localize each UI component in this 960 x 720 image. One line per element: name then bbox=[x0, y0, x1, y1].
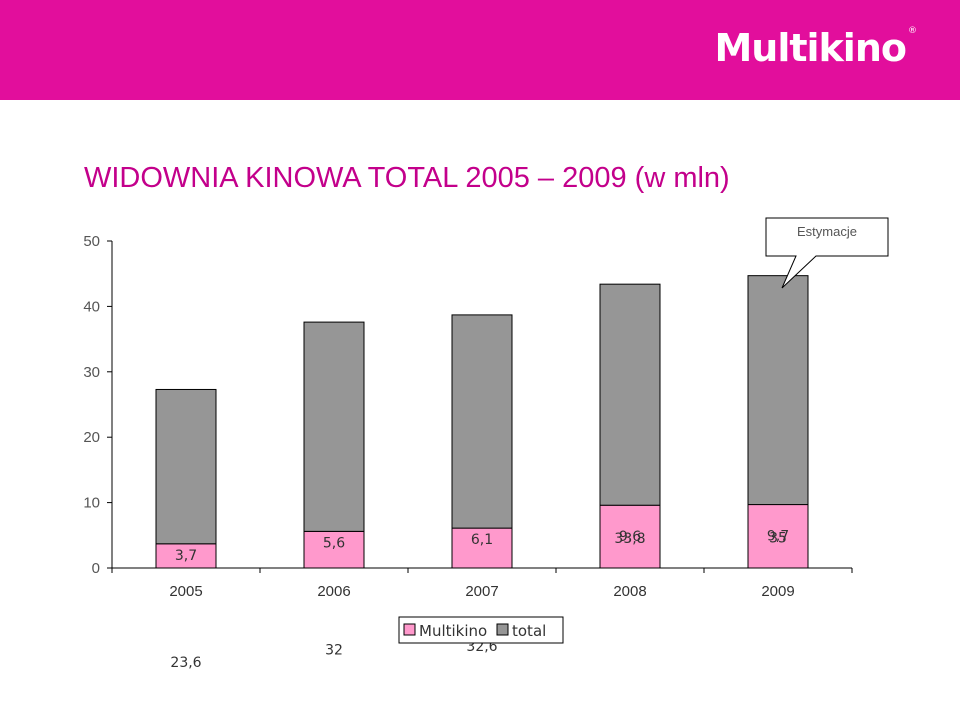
chart-axes: 0 10 20 30 40 50 2005 2006 2007 2008 2009 bbox=[83, 233, 853, 600]
x-tick-label-2008: 2008 bbox=[613, 583, 646, 600]
y-tick-label: 40 bbox=[83, 298, 100, 315]
y-tick-label: 20 bbox=[83, 429, 100, 446]
data-label-total-2006: 32 bbox=[325, 642, 343, 658]
legend-swatch-multikino bbox=[403, 623, 416, 636]
callout-shape bbox=[765, 217, 889, 289]
chart-bars bbox=[155, 275, 809, 569]
y-tick-label: 0 bbox=[92, 560, 100, 577]
data-label-total-2008: 33,8 bbox=[614, 531, 645, 547]
y-tick-label: 10 bbox=[83, 495, 100, 512]
data-label-total-2009: 35 bbox=[769, 531, 787, 547]
legend-swatch-total bbox=[496, 623, 509, 636]
data-label-multikino-2008: 9,6 bbox=[619, 529, 641, 545]
x-tick-label-2005: 2005 bbox=[169, 583, 202, 600]
bar-multikino-2006 bbox=[303, 530, 365, 569]
bar-multikino-2007 bbox=[451, 527, 513, 569]
x-tick-label-2009: 2009 bbox=[761, 583, 794, 600]
legend-box bbox=[398, 616, 564, 644]
data-label-multikino-2009: 9,7 bbox=[767, 529, 789, 545]
bar-total-2008 bbox=[599, 283, 661, 506]
bar-multikino-2008 bbox=[599, 504, 661, 569]
callout-text: Estymacje bbox=[797, 224, 857, 239]
data-label-multikino-2005: 3,7 bbox=[175, 548, 197, 564]
y-tick-label: 30 bbox=[83, 364, 100, 381]
bar-total-2006 bbox=[303, 321, 365, 532]
bar-multikino-2009 bbox=[747, 504, 809, 569]
bar-total-2007 bbox=[451, 314, 513, 529]
multikino-logo: Multikino ® bbox=[714, 26, 917, 70]
chart-legend: Multikino total bbox=[398, 616, 564, 644]
estymacje-callout: Estymacje bbox=[765, 217, 889, 289]
header-bar: Multikino ® bbox=[0, 0, 960, 100]
bar-total-2009 bbox=[747, 275, 809, 506]
legend-label-total: total bbox=[512, 622, 546, 640]
y-tick-label: 50 bbox=[83, 233, 100, 250]
data-label-total-2005: 23,6 bbox=[170, 655, 201, 671]
bar-multikino-2005 bbox=[155, 543, 217, 569]
chart-title: WIDOWNIA KINOWA TOTAL 2005 – 2009 (w mln… bbox=[84, 162, 730, 194]
data-label-multikino-2006: 5,6 bbox=[323, 535, 345, 551]
x-tick-label-2007: 2007 bbox=[465, 583, 498, 600]
x-tick-label-2006: 2006 bbox=[317, 583, 350, 600]
data-label-multikino-2007: 6,1 bbox=[471, 532, 493, 548]
legend-label-multikino: Multikino bbox=[419, 622, 487, 640]
bar-total-2005 bbox=[155, 388, 217, 545]
